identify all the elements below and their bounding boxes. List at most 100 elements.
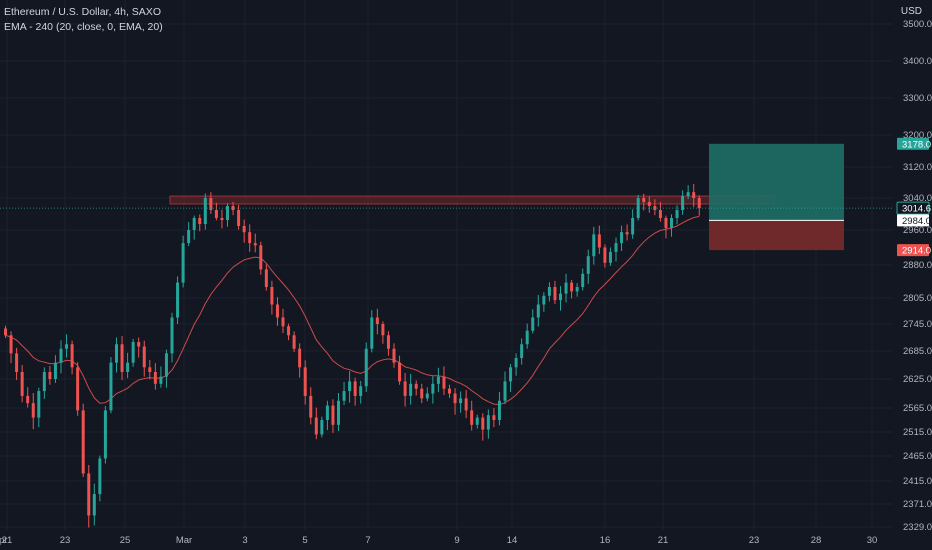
candle-body <box>98 458 102 495</box>
candle <box>248 224 252 252</box>
candle-body <box>65 344 69 349</box>
candle <box>220 209 224 229</box>
candle-body <box>531 317 535 331</box>
candle <box>359 380 363 404</box>
time-axis-label: 30 <box>867 535 878 546</box>
candle <box>581 268 585 291</box>
candle-body <box>126 362 130 372</box>
candle <box>542 292 546 312</box>
time-axis-label: 14 <box>507 535 518 546</box>
candle <box>608 247 612 266</box>
candle-body <box>214 210 218 218</box>
candle-body <box>597 234 601 248</box>
candle <box>342 381 346 406</box>
candle <box>497 392 501 426</box>
candle-body <box>686 192 690 197</box>
candle-body <box>575 287 579 292</box>
price-axis-label: 2565.0 <box>903 403 932 414</box>
candle <box>126 352 130 379</box>
time-axis-label: 3 <box>242 535 247 546</box>
candle <box>325 400 329 431</box>
time-axis-label: 7 <box>365 535 370 546</box>
stop-price-tag-bg <box>897 244 929 257</box>
candle-body <box>292 335 296 349</box>
candle-body <box>314 417 318 435</box>
candle-body <box>364 348 368 387</box>
candle <box>381 321 385 344</box>
candle <box>187 222 191 247</box>
time-axis-label: 21 <box>2 535 13 546</box>
candle-body <box>486 415 490 430</box>
price-axis-label: 2329.0 <box>903 522 932 533</box>
candle <box>625 224 629 241</box>
candle-body <box>670 218 673 228</box>
candle-body <box>170 317 174 354</box>
candle-body <box>176 282 180 318</box>
candle-body <box>120 344 124 372</box>
candle <box>275 297 279 326</box>
candle <box>420 383 424 404</box>
candle-body <box>115 344 118 363</box>
candle <box>120 336 124 380</box>
candle-body <box>153 372 157 384</box>
candle <box>692 184 696 208</box>
candle <box>392 343 396 368</box>
candle <box>164 349 168 388</box>
candle-body <box>620 232 624 244</box>
candle-body <box>31 403 35 418</box>
candle-body <box>442 376 446 389</box>
candle-body <box>625 232 629 235</box>
candle <box>20 365 24 403</box>
candle-body <box>264 269 268 287</box>
candle <box>170 312 174 363</box>
price-axis-label: 2515.0 <box>903 427 932 438</box>
candle-body <box>131 342 135 363</box>
candle-body <box>270 287 274 305</box>
candle <box>87 465 91 528</box>
price-axis-label: 3200.0 <box>903 130 932 141</box>
candle <box>597 225 601 255</box>
candle <box>353 377 357 406</box>
price-axis-label: 2625.0 <box>903 374 932 385</box>
candle <box>214 202 218 221</box>
candle-body <box>342 391 346 401</box>
candle-body <box>209 198 213 210</box>
candle <box>520 338 524 365</box>
candle <box>176 276 180 324</box>
candle <box>287 323 291 341</box>
time-axis-label: 23 <box>60 535 71 546</box>
candle-body <box>675 210 679 218</box>
entry-price-tag-bg <box>897 214 929 227</box>
price-axis-label: 3400.0 <box>903 56 932 67</box>
candle-body <box>337 400 340 425</box>
candle <box>375 308 379 335</box>
candle <box>331 399 335 433</box>
entry-price-tag-text: 2984.0 <box>902 216 931 227</box>
candle <box>153 363 157 390</box>
candle <box>559 286 562 311</box>
candle-body <box>697 198 701 209</box>
candle-body <box>275 304 279 318</box>
stop-price-tag-text: 2914.0 <box>902 246 931 257</box>
candle-body <box>237 210 241 226</box>
candle <box>642 193 646 211</box>
time-axis-label: 21 <box>658 535 669 546</box>
indicator-legend[interactable]: EMA - 240 (20, close, 0, EMA, 20) <box>4 21 163 33</box>
price-axis[interactable]: 3500.0 3400.0 3300.0 3200.0 3120.0 3040.0 2960… <box>903 19 932 533</box>
candle-body <box>647 202 651 206</box>
candle <box>242 219 246 243</box>
candle <box>115 337 118 373</box>
candle <box>442 366 446 395</box>
candle-body <box>586 256 590 274</box>
time-axis[interactable]: 21 23 25 Mar 3 5 7 9 14 16 21 23 28 30 Apr <box>0 535 877 546</box>
candle <box>448 384 451 398</box>
candle <box>264 264 268 291</box>
entry-price-tag: 2984.0 <box>897 214 931 227</box>
candle <box>647 196 651 213</box>
candle-body <box>409 383 413 396</box>
candle-body <box>4 328 7 336</box>
candle <box>92 483 96 526</box>
candle-body <box>87 473 91 516</box>
candle <box>4 325 7 338</box>
